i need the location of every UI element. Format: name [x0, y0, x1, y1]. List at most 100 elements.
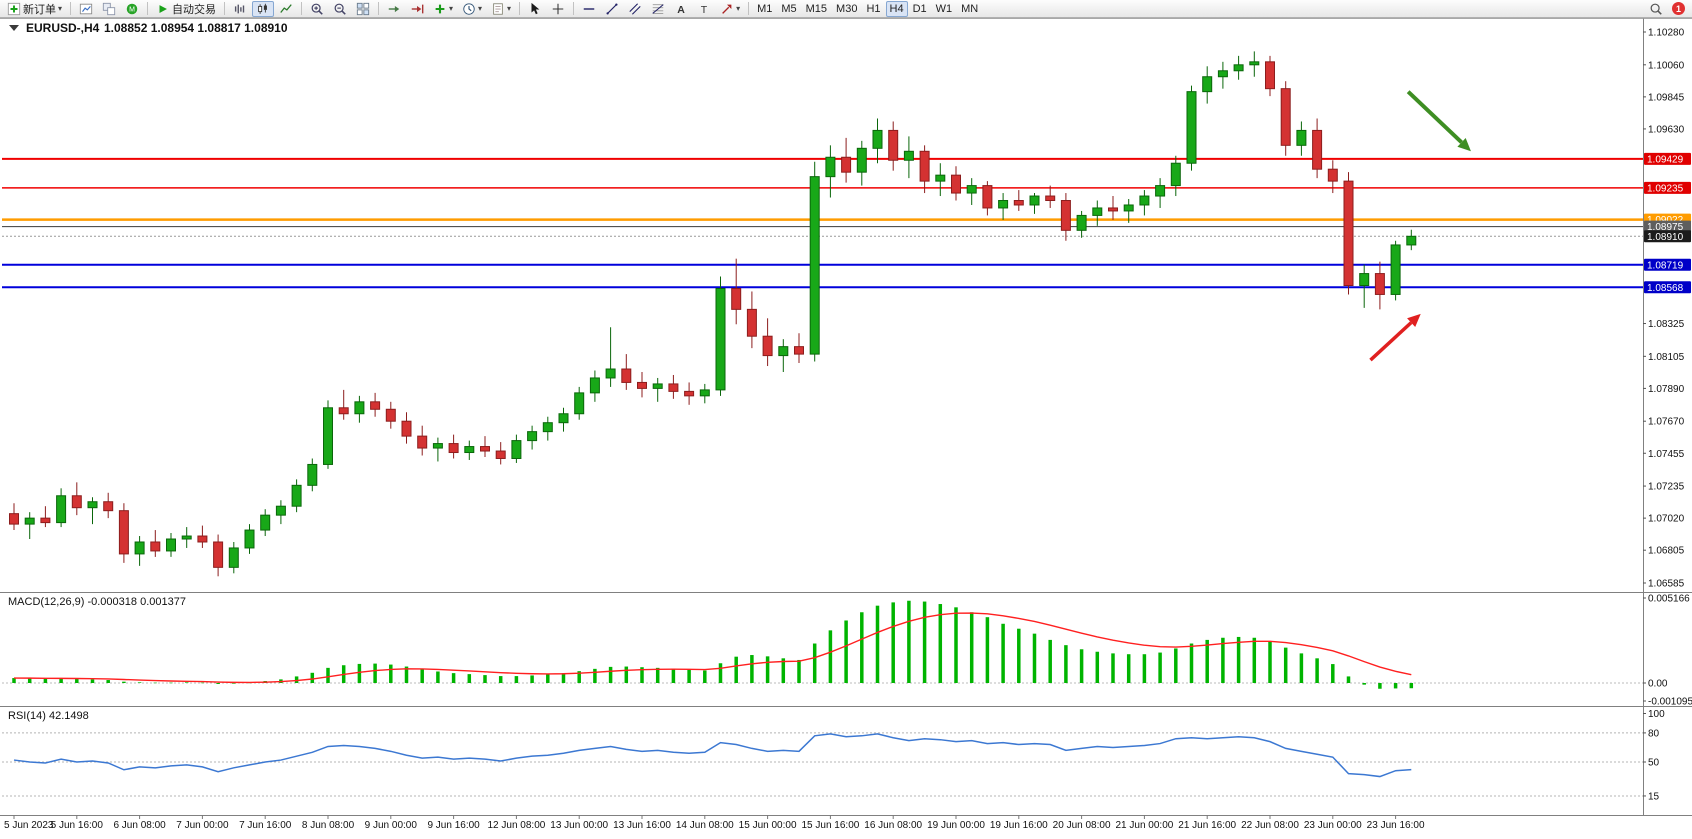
- tf-m15-button[interactable]: M15: [802, 1, 831, 17]
- text-button[interactable]: A: [670, 1, 692, 17]
- caret-down-icon: ▾: [507, 3, 512, 13]
- down-right-arrow-annotation[interactable]: [1406, 90, 1463, 144]
- candle: [794, 346, 804, 355]
- macd-bar: [27, 678, 32, 683]
- charts-button[interactable]: [75, 1, 97, 17]
- notification-badge[interactable]: 1: [1672, 2, 1685, 15]
- trendline-button[interactable]: [601, 1, 623, 17]
- macd-bar: [184, 682, 189, 683]
- tf-m30-button[interactable]: M30: [832, 1, 861, 17]
- chart-shift-button[interactable]: [406, 1, 428, 17]
- price-scale[interactable]: 1.10280 1.10060 1.09845 1.09630 1.08325 1.081…: [1643, 28, 1691, 590]
- one-click-trading-expander[interactable]: [9, 25, 19, 31]
- macd-label: MACD(12,26,9) -0.000318 0.001377: [8, 596, 186, 608]
- macd-bar: [860, 612, 864, 683]
- macd-bar: [294, 676, 299, 683]
- candle: [9, 513, 19, 525]
- tile-windows-icon: [356, 2, 370, 16]
- toolbar-separator: [147, 2, 149, 15]
- tf-m1-button[interactable]: M1: [753, 1, 776, 17]
- toolbar-separator: [378, 2, 380, 15]
- tf-h1-button[interactable]: H1: [862, 1, 884, 17]
- candle: [228, 547, 239, 568]
- cursor-button[interactable]: [524, 1, 546, 17]
- candle: [637, 381, 647, 389]
- tile-windows-button[interactable]: [352, 1, 374, 17]
- candle: [1013, 200, 1024, 206]
- candle: [1076, 214, 1087, 231]
- indicators-icon: [433, 2, 447, 16]
- candle: [1217, 70, 1228, 78]
- profiles-button[interactable]: [98, 1, 120, 17]
- tf-h4-button[interactable]: H4: [885, 0, 908, 17]
- periods-button[interactable]: ▾: [458, 1, 486, 17]
- zoom-out-button[interactable]: [329, 1, 351, 17]
- cursor-icon: [528, 2, 542, 16]
- search-button[interactable]: [1645, 1, 1667, 17]
- hline-icon: [582, 2, 596, 16]
- channel-button[interactable]: [624, 1, 646, 17]
- macd-panel[interactable]: 0.005166 0.00 -0.001095: [2, 594, 1692, 708]
- tf-m15-button-label: M15: [805, 2, 828, 15]
- price-axis-tick: 1.07455: [1648, 449, 1685, 460]
- macd-bar: [75, 679, 79, 683]
- macd-bar: [122, 681, 126, 683]
- tf-h1-button-label: H1: [866, 2, 881, 15]
- macd-bar: [1142, 654, 1147, 683]
- symbol-period-label: EURUSD-,H4: [26, 21, 100, 35]
- new-order-button[interactable]: 新订单 ▾: [3, 1, 66, 17]
- indicators-button[interactable]: ▾: [429, 1, 457, 17]
- candle: [1123, 204, 1134, 212]
- label-button[interactable]: T: [693, 1, 715, 17]
- candlestick-button[interactable]: [252, 0, 275, 17]
- tf-w1-button[interactable]: W1: [932, 1, 957, 17]
- community-button[interactable]: M: [121, 1, 143, 17]
- horizontal-line-button[interactable]: [578, 1, 600, 17]
- zoom-in-button[interactable]: [306, 1, 328, 17]
- macd-bar: [969, 612, 974, 683]
- candle: [1155, 185, 1166, 197]
- rsi-panel[interactable]: 100 80 50 15: [2, 709, 1665, 802]
- auto-scroll-button[interactable]: [383, 1, 405, 17]
- time-axis-label: 15 Jun 00:00: [739, 820, 797, 831]
- arrows-button[interactable]: ▾: [716, 1, 744, 17]
- macd-bar: [1126, 654, 1131, 683]
- fibonacci-button[interactable]: [647, 1, 669, 17]
- horizontal-line-objects[interactable]: [2, 157, 1643, 289]
- tf-mn-button[interactable]: MN: [957, 1, 982, 17]
- channel-icon: [628, 2, 642, 16]
- macd-bar: [703, 670, 707, 683]
- crosshair-button[interactable]: [547, 1, 569, 17]
- macd-axis-tick: 0.00: [1648, 679, 1668, 690]
- macd-axis-tick: 0.005166: [1648, 594, 1690, 605]
- macd-bar: [216, 683, 220, 684]
- bar-chart-button[interactable]: [229, 1, 251, 17]
- tf-d1-button[interactable]: D1: [909, 1, 931, 17]
- macd-bar: [1393, 683, 1398, 689]
- candlestick-series[interactable]: [9, 51, 1417, 577]
- macd-bar: [169, 682, 173, 684]
- candle: [605, 368, 616, 379]
- macd-bar: [765, 656, 770, 683]
- templates-button[interactable]: ▾: [487, 1, 515, 17]
- candle: [1045, 195, 1056, 202]
- macd-bar: [1064, 645, 1068, 683]
- macd-bar: [106, 680, 110, 683]
- macd-bar: [137, 682, 142, 683]
- autotrading-button[interactable]: 自动交易: [152, 1, 220, 17]
- candle: [291, 484, 302, 507]
- time-axis-label: 12 Jun 08:00: [487, 820, 545, 831]
- ohlc-label: 1.08852 1.08954 1.08817 1.08910: [104, 21, 288, 35]
- toolbar-separator: [224, 2, 226, 15]
- candle: [338, 407, 349, 415]
- line-chart-button[interactable]: [275, 1, 297, 17]
- tf-m5-button[interactable]: M5: [777, 1, 800, 17]
- arrow-annotations[interactable]: [1369, 90, 1471, 362]
- up-right-arrow-annotation[interactable]: [1369, 321, 1413, 362]
- time-axis-label: 6 Jun 08:00: [113, 820, 166, 831]
- arrows-icon: [720, 2, 734, 16]
- macd-bar: [922, 601, 927, 683]
